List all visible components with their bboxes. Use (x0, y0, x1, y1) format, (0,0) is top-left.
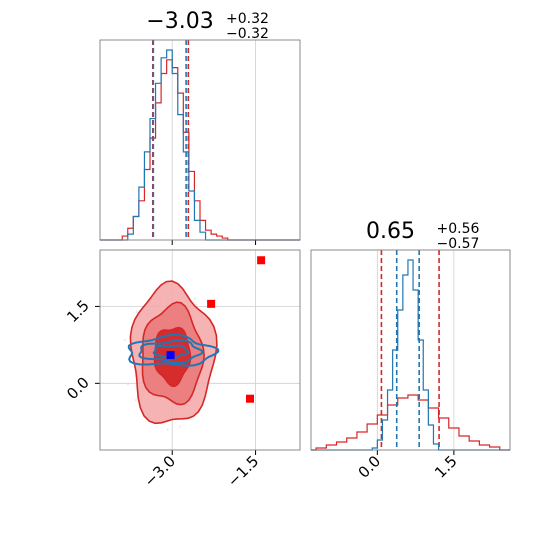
scatter-point (135, 311, 138, 313)
histogram-panel-2 (311, 250, 510, 451)
histogram-series-0 (100, 59, 300, 241)
axes-frame-2 (310, 249, 511, 451)
contour-panel (100, 250, 300, 450)
scatter-point (127, 383, 129, 386)
panel-title-plus: +0.32 (226, 11, 269, 27)
panel-title-minus: −0.32 (226, 26, 269, 42)
histogram-series-0 (311, 394, 510, 451)
contour-level-blue (152, 344, 190, 360)
scatter-point (134, 399, 137, 402)
xtick-label: −1.5 (224, 452, 262, 490)
marker-red (246, 394, 254, 403)
histogram-series-1 (311, 259, 510, 451)
chart-content (100, 40, 510, 451)
histogram-series-1 (100, 49, 300, 241)
scatter-point (166, 428, 169, 431)
ytick-label: 0.0 (63, 373, 93, 403)
panel-title-minus: −0.57 (437, 236, 480, 252)
xtick-label: −3.0 (141, 452, 179, 490)
contour-level-blue (138, 338, 204, 365)
xtick-label: 1.5 (431, 452, 461, 482)
panel-title-plus: +0.56 (437, 221, 480, 237)
scatter-point (123, 338, 126, 341)
xtick-label: 0.0 (355, 452, 385, 482)
axes-frame-0 (99, 39, 301, 241)
scatter-point (193, 297, 196, 300)
axes-frame-1 (99, 249, 301, 451)
histogram-panel-0 (100, 40, 300, 241)
marker-blue (166, 351, 175, 360)
panel-title: 0.65 (366, 219, 415, 244)
scatter-point (179, 425, 182, 428)
ytick-label: 1.5 (63, 297, 93, 327)
marker-red (257, 256, 266, 265)
panel-title: −3.03 (146, 9, 213, 34)
contour-level-blue (127, 333, 220, 367)
marker-red (207, 299, 216, 308)
scatter-point (195, 303, 198, 306)
